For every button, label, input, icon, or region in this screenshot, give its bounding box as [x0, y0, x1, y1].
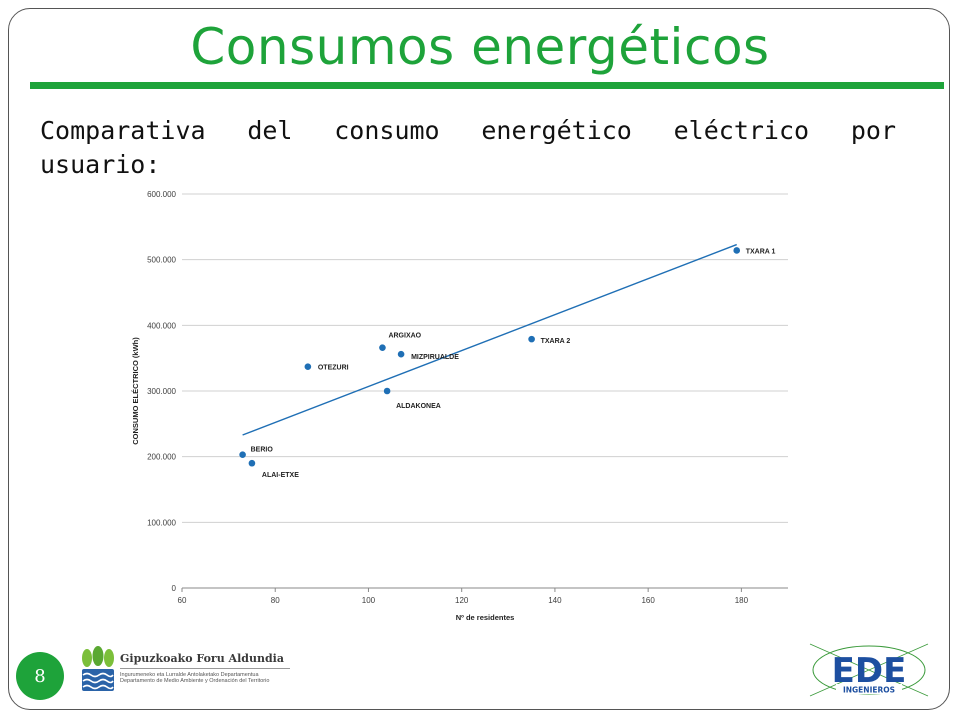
data-point-label: TXARA 1 — [746, 248, 776, 255]
data-point-label: ARGIXAO — [388, 333, 421, 340]
data-point — [397, 350, 405, 358]
data-point-label: ALDAKONEA — [396, 403, 441, 410]
trend-line — [242, 243, 737, 436]
data-point — [383, 387, 391, 395]
x-axis-tick-labels: 60 80 100 120 140 160 180 — [178, 596, 749, 605]
ede-ingenieros-logo-icon: EDE INGENIEROS — [809, 643, 929, 697]
slide-subtitle: Comparativa del consumo energético eléct… — [40, 116, 896, 179]
chart-gridlines — [181, 193, 788, 592]
data-point — [248, 459, 256, 467]
x-tick-label: 140 — [548, 596, 562, 605]
title-underline — [30, 82, 944, 89]
y-tick-label: 0 — [172, 584, 177, 593]
x-tick-label: 80 — [271, 596, 280, 605]
gipuzkoa-logo-icon — [82, 646, 114, 691]
x-axis-title: Nº de residentes — [456, 613, 515, 622]
y-axis-title: CONSUMO ELÉCTRICO (kWh) — [131, 337, 140, 445]
y-tick-label: 500.000 — [147, 256, 176, 265]
data-point — [304, 363, 312, 371]
data-point-label: BERIO — [251, 447, 274, 454]
x-tick-label: 160 — [641, 596, 655, 605]
point-labels: BERIO ALAI-ETXE OTEZURI ARGIXAO MIZPIRUALDE A… — [251, 248, 776, 479]
page-number-badge: 8 — [16, 652, 64, 700]
data-point-label: OTEZURI — [318, 365, 349, 372]
data-point-label: MIZPIRUALDE — [411, 354, 459, 361]
data-point-label: TXARA 2 — [541, 338, 571, 345]
y-tick-label: 400.000 — [147, 321, 176, 330]
org-name: Gipuzkoako Foru Aldundia — [120, 652, 290, 669]
x-tick-label: 120 — [455, 596, 469, 605]
y-axis-tick-labels: 0 100.000 200.000 300.000 400.000 500.000 600.… — [147, 190, 176, 593]
data-point — [733, 247, 741, 254]
y-tick-label: 600.000 — [147, 190, 176, 199]
data-point — [528, 335, 535, 343]
data-point — [239, 451, 246, 458]
x-tick-label: 100 — [362, 596, 376, 605]
dept-basque: Ingurumeneko eta Lurralde Antolaketako D… — [120, 672, 259, 678]
data-point — [379, 344, 386, 351]
slide-title: Consumos energéticos — [190, 18, 770, 76]
y-tick-label: 200.000 — [147, 453, 176, 462]
y-tick-label: 300.000 — [147, 387, 176, 396]
data-point-label: ALAI-ETXE — [262, 472, 299, 479]
gipuzkoa-footer-text: Gipuzkoako Foru Aldundia Ingurumeneko et… — [120, 652, 290, 684]
dept-spanish: Departamento de Medio Ambiente y Ordenac… — [120, 678, 270, 684]
slide-frame — [8, 8, 950, 710]
y-tick-label: 100.000 — [147, 518, 176, 527]
scatter-chart: 0 100.000 200.000 300.000 400.000 500.000 600.… — [131, 190, 788, 622]
x-tick-label: 60 — [178, 596, 187, 605]
data-points — [239, 247, 741, 467]
x-tick-label: 180 — [735, 596, 749, 605]
svg-text:INGENIEROS: INGENIEROS — [843, 686, 895, 695]
